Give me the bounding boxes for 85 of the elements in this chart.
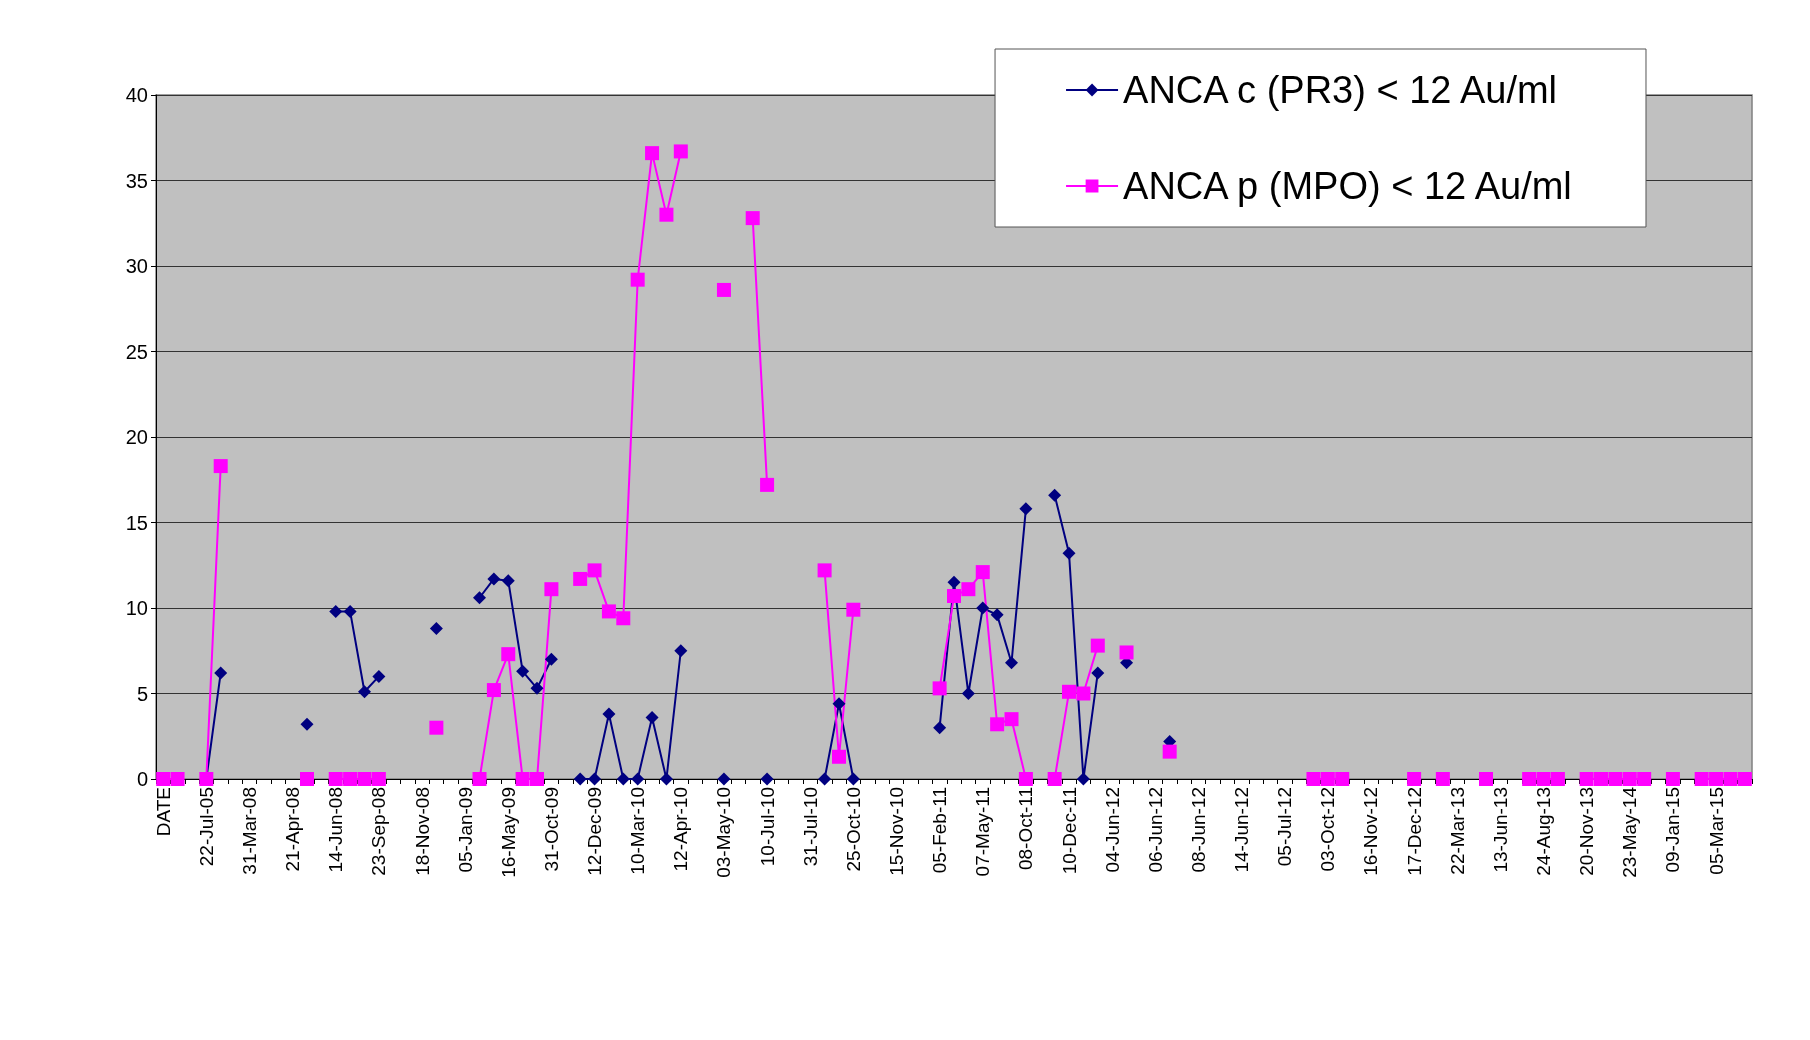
point bbox=[717, 772, 731, 786]
legend-label: ANCA c (PR3) < 12 Au/ml bbox=[1123, 69, 1558, 111]
x-tick-label: 18-Nov-08 bbox=[411, 787, 433, 876]
y-tick-label: 20 bbox=[125, 426, 148, 448]
x-tick-label: 10-Jul-10 bbox=[756, 787, 778, 867]
y-tick-label: 25 bbox=[125, 340, 148, 363]
x-tick-label: 05-Jan-09 bbox=[454, 787, 476, 873]
point bbox=[1076, 772, 1090, 786]
point bbox=[1091, 666, 1105, 680]
x-tick-label: 22-Jul-05 bbox=[195, 787, 217, 867]
x-tick-label: 15-Nov-10 bbox=[885, 787, 907, 876]
x-tick-label: 23-May-14 bbox=[1619, 786, 1641, 878]
x-tick-label: 04-Jun-12 bbox=[1101, 787, 1123, 873]
x-tick-label: 08-Jun-12 bbox=[1187, 787, 1209, 873]
point bbox=[818, 772, 832, 786]
point bbox=[214, 666, 228, 680]
point bbox=[631, 772, 645, 786]
x-tick-label: 16-May-09 bbox=[497, 787, 519, 878]
x-tick-label: 05-Feb-11 bbox=[929, 787, 951, 874]
x-tick-label: 12-Dec-09 bbox=[584, 787, 606, 876]
point bbox=[357, 685, 371, 699]
point bbox=[976, 601, 990, 615]
x-tick-label: 16-Nov-12 bbox=[1360, 787, 1382, 876]
x-tick-label: 31-Jul-10 bbox=[799, 787, 821, 867]
x-tick-label: 20-Nov-13 bbox=[1576, 787, 1598, 876]
x-tick-label: 21-Apr-08 bbox=[282, 787, 304, 872]
point bbox=[1048, 488, 1062, 502]
point bbox=[487, 572, 501, 586]
x-tick-label: 08-Oct-11 bbox=[1015, 787, 1037, 871]
x-tick-label: 22-Mar-13 bbox=[1446, 787, 1468, 875]
point bbox=[760, 772, 774, 786]
y-tick-label: 40 bbox=[125, 84, 148, 106]
x-tick-label: 05-Mar-15 bbox=[1705, 787, 1727, 875]
point bbox=[1019, 502, 1033, 516]
y-tick-label: 15 bbox=[125, 511, 148, 534]
y-tick-label: 5 bbox=[136, 682, 148, 705]
x-tick-label: 10-Dec-11 bbox=[1058, 787, 1080, 875]
point bbox=[300, 717, 314, 731]
point bbox=[674, 644, 688, 658]
point bbox=[544, 652, 558, 666]
point bbox=[990, 608, 1004, 622]
x-tick-label: 31-Oct-09 bbox=[540, 787, 562, 872]
y-tick-label: 35 bbox=[125, 169, 148, 192]
point bbox=[1005, 656, 1019, 670]
x-tick-label: 03-May-10 bbox=[713, 787, 735, 878]
point bbox=[602, 707, 616, 721]
point bbox=[961, 687, 975, 700]
point bbox=[616, 772, 630, 786]
x-tick-label: 14-Jun-08 bbox=[325, 787, 347, 873]
point bbox=[933, 721, 947, 735]
y-tick-label: 30 bbox=[125, 255, 148, 277]
point bbox=[846, 772, 860, 786]
point bbox=[516, 664, 530, 678]
point bbox=[530, 681, 544, 695]
x-tick-label: 14-Jun-12 bbox=[1231, 787, 1253, 873]
point bbox=[501, 574, 515, 588]
point bbox=[573, 772, 587, 786]
point bbox=[588, 772, 602, 786]
x-tick-label: 17-Dec-12 bbox=[1403, 787, 1425, 876]
x-tick-label: 12-Apr-10 bbox=[670, 787, 692, 872]
point bbox=[372, 669, 386, 683]
x-tick-label: 05-Jul-12 bbox=[1274, 787, 1296, 867]
x-tick-label: 31-Mar-08 bbox=[238, 787, 260, 875]
x-tick-label: 13-Jun-13 bbox=[1489, 787, 1511, 873]
y-tick-label: 0 bbox=[136, 768, 148, 790]
point bbox=[832, 697, 846, 711]
x-tick-label: 24-Aug-13 bbox=[1533, 787, 1555, 876]
point bbox=[343, 604, 357, 618]
x-tick-label: 03-Oct-12 bbox=[1317, 787, 1339, 872]
point bbox=[1062, 546, 1076, 560]
x-tick-label: 10-Mar-10 bbox=[627, 787, 649, 875]
point bbox=[659, 772, 673, 786]
point bbox=[947, 575, 961, 589]
y-tick-label: 10 bbox=[125, 597, 148, 619]
x-tick-label: 25-Oct-10 bbox=[842, 787, 864, 872]
point bbox=[645, 710, 659, 724]
x-tick-label: 06-Jun-12 bbox=[1144, 787, 1166, 873]
point bbox=[473, 591, 487, 605]
x-tick-label: 23-Sep-08 bbox=[368, 787, 390, 876]
point bbox=[329, 604, 343, 618]
x-tick-label: 07-May-11 bbox=[972, 787, 994, 877]
legend-label: ANCA p (MPO) < 12 Au/ml bbox=[1123, 165, 1572, 207]
x-tick-label: 09-Jan-15 bbox=[1662, 787, 1684, 873]
x-tick-label: DATE bbox=[152, 787, 174, 837]
point bbox=[429, 622, 443, 636]
